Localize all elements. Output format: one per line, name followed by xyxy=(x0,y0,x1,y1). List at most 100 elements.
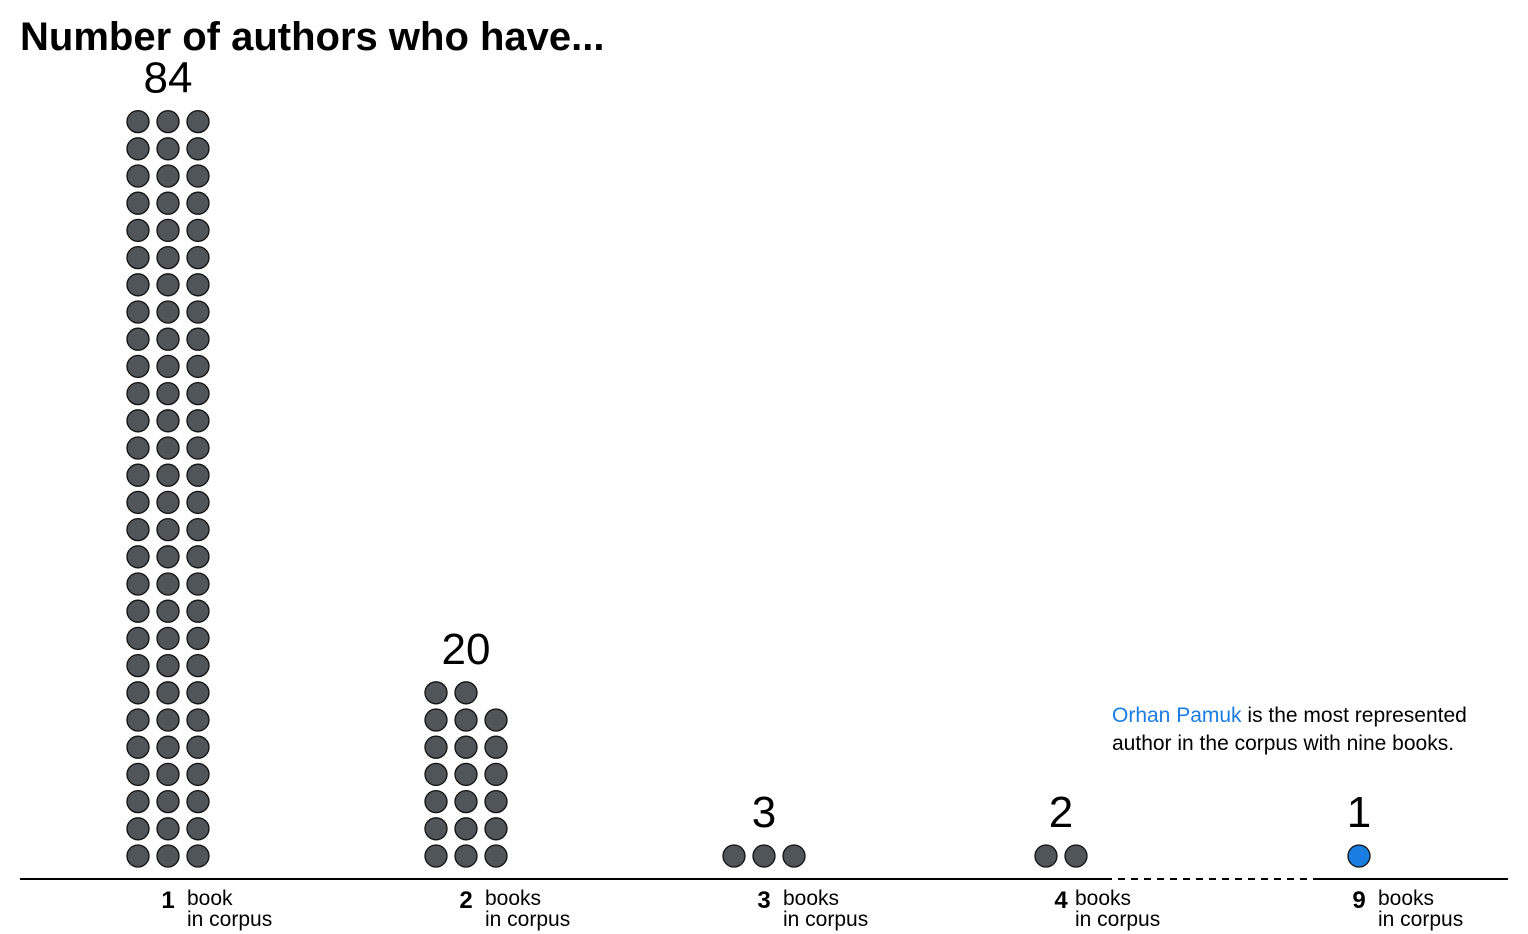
dot xyxy=(484,762,508,787)
dot xyxy=(156,517,180,542)
dot xyxy=(126,354,150,379)
dot xyxy=(156,463,180,487)
dot-column-9 xyxy=(1347,844,1371,868)
annotation-highlight-name: Orhan Pamuk xyxy=(1112,704,1242,727)
dot xyxy=(186,164,210,188)
count-label-4: 2 xyxy=(1049,788,1073,837)
dot xyxy=(126,545,150,569)
dot xyxy=(186,599,210,623)
count-labels: 84 20 3 2 1 xyxy=(144,54,1372,837)
dot xyxy=(186,844,210,868)
dot xyxy=(156,354,180,379)
dot xyxy=(454,789,478,814)
dot xyxy=(1347,844,1371,868)
dot xyxy=(186,517,210,542)
dot xyxy=(156,844,180,868)
dot xyxy=(126,762,150,787)
dot xyxy=(186,436,210,460)
x-tick-unit-1: book xyxy=(187,887,233,910)
dot xyxy=(484,817,508,841)
dot xyxy=(186,300,210,324)
dot xyxy=(126,463,150,487)
dot xyxy=(126,735,150,759)
dot xyxy=(752,844,776,868)
chart-title: Number of authors who have... xyxy=(20,15,605,59)
dot xyxy=(126,572,150,596)
dot xyxy=(126,245,150,270)
dot xyxy=(156,545,180,569)
x-tick-unit-line2-2: in corpus xyxy=(485,908,570,931)
dot xyxy=(454,708,478,732)
dot xyxy=(186,273,210,297)
dot xyxy=(186,109,210,134)
dot xyxy=(186,191,210,215)
dot-column-4 xyxy=(1034,844,1088,868)
dot xyxy=(424,844,448,868)
x-tick-unit-line2-1: in corpus xyxy=(187,908,272,931)
dot xyxy=(126,218,150,243)
dot xyxy=(156,681,180,705)
dot xyxy=(156,653,180,678)
count-label-3: 3 xyxy=(752,788,776,837)
dots-layer xyxy=(126,109,1371,868)
dot xyxy=(126,164,150,188)
dot xyxy=(186,463,210,487)
dot xyxy=(156,218,180,243)
count-label-9: 1 xyxy=(1347,788,1371,837)
dot xyxy=(186,381,210,406)
dot-column-1 xyxy=(126,109,210,868)
dot xyxy=(424,708,448,732)
dot xyxy=(156,436,180,460)
dot xyxy=(156,409,180,433)
dot xyxy=(484,735,508,759)
dot xyxy=(1064,844,1088,868)
x-tick-number-9: 9 xyxy=(1352,887,1365,914)
dot xyxy=(156,300,180,324)
dot xyxy=(424,681,448,705)
x-tick-unit-line2-9: in corpus xyxy=(1378,908,1463,931)
dot xyxy=(484,789,508,814)
dot xyxy=(186,735,210,759)
dot xyxy=(156,164,180,188)
annotation-line-1-rest: is the most represented xyxy=(1242,704,1467,727)
dot xyxy=(782,844,806,868)
dot xyxy=(156,708,180,732)
dot xyxy=(156,327,180,351)
dot xyxy=(126,817,150,841)
dot xyxy=(126,137,150,161)
dot xyxy=(454,817,478,841)
dot xyxy=(186,354,210,379)
dot xyxy=(126,844,150,868)
dot xyxy=(126,300,150,324)
dot xyxy=(156,626,180,651)
dot xyxy=(186,218,210,243)
dot xyxy=(156,109,180,134)
x-tick-number-1: 1 xyxy=(161,887,174,914)
count-label-1: 84 xyxy=(144,54,193,103)
dot xyxy=(186,137,210,161)
dot xyxy=(722,844,746,868)
dot xyxy=(156,789,180,814)
dot xyxy=(186,572,210,596)
dot xyxy=(126,327,150,351)
dot xyxy=(424,762,448,787)
x-tick-number-3: 3 xyxy=(757,887,770,914)
dot xyxy=(126,109,150,134)
dot xyxy=(126,381,150,406)
dot xyxy=(1034,844,1058,868)
dot xyxy=(156,735,180,759)
dot xyxy=(454,735,478,759)
dot xyxy=(186,653,210,678)
dot-column-3 xyxy=(722,844,806,868)
dot xyxy=(156,599,180,623)
dot xyxy=(186,545,210,569)
annotation-line-1: Orhan Pamuk is the most represented xyxy=(1112,704,1467,727)
dot xyxy=(484,844,508,868)
dot xyxy=(454,844,478,868)
x-tick-number-2: 2 xyxy=(459,887,472,914)
dot xyxy=(156,137,180,161)
dot xyxy=(126,789,150,814)
dot xyxy=(126,653,150,678)
dot xyxy=(186,789,210,814)
dot xyxy=(126,409,150,433)
